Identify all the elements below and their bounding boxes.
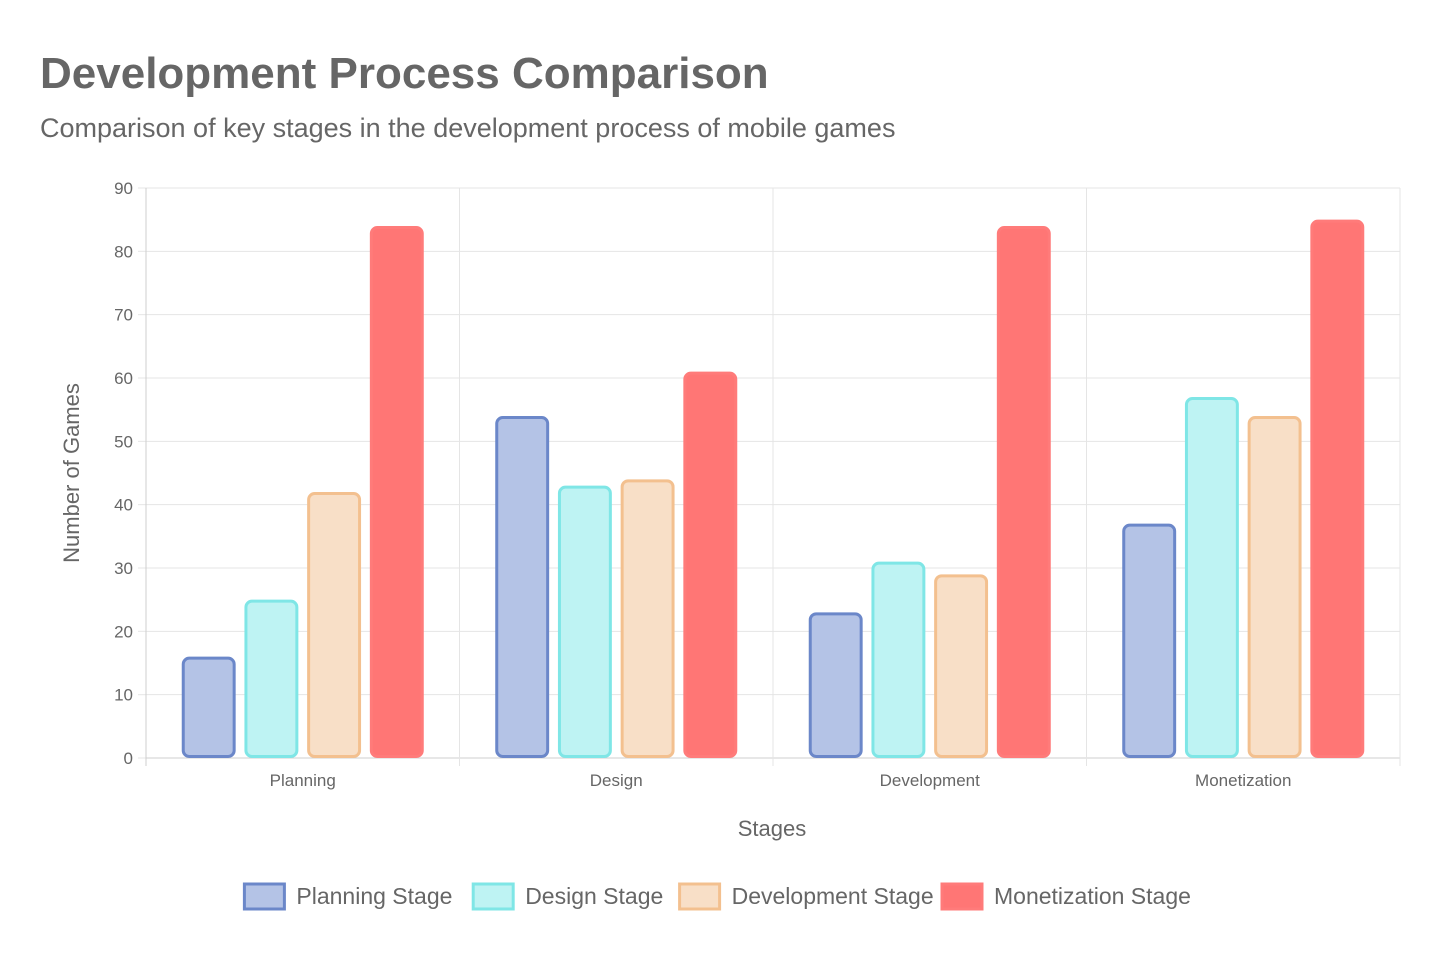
- bar: [683, 371, 738, 758]
- bar: [1310, 219, 1365, 758]
- x-axis-title: Stages: [738, 816, 807, 841]
- chart-subtitle: Comparison of key stages in the developm…: [40, 113, 895, 143]
- y-tick-label: 90: [114, 179, 133, 198]
- y-tick-label: 50: [114, 432, 133, 451]
- bar: [244, 599, 299, 759]
- bar: [1122, 523, 1177, 759]
- y-tick-label: 60: [114, 369, 133, 388]
- y-axis-title: Number of Games: [59, 383, 84, 563]
- x-tick-label: Monetization: [1195, 771, 1291, 790]
- bar: [181, 656, 236, 759]
- bars: [181, 219, 1365, 759]
- bar: [307, 492, 362, 758]
- chart-title: Development Process Comparison: [40, 49, 769, 98]
- legend-label: Development Stage: [732, 883, 934, 909]
- bar: [934, 574, 989, 758]
- y-tick-label: 80: [114, 242, 133, 261]
- legend-label: Monetization Stage: [994, 883, 1191, 909]
- legend-swatch: [471, 882, 515, 911]
- y-tick-label: 20: [114, 622, 133, 641]
- bar: [620, 479, 675, 758]
- bar: [996, 226, 1051, 758]
- legend-label: Design Stage: [525, 883, 663, 909]
- y-tick-label: 30: [114, 559, 133, 578]
- axes: 0 10 20 30 40 50 60 70 80 90 Planning Design Develop…: [114, 179, 1291, 790]
- bar: [1247, 416, 1302, 758]
- legend: Planning Stage Design Stage Development St…: [242, 882, 1191, 911]
- y-tick-label: 0: [124, 749, 133, 768]
- grid: [138, 187, 1401, 766]
- legend-label: Planning Stage: [296, 883, 452, 909]
- legend-swatch: [242, 882, 286, 911]
- bar: [1184, 397, 1239, 758]
- y-tick-label: 70: [114, 306, 133, 325]
- bar: [808, 612, 863, 758]
- x-tick-label: Development: [880, 771, 980, 790]
- bar: [557, 485, 612, 758]
- x-tick-label: Design: [590, 771, 643, 790]
- y-tick-label: 10: [114, 686, 133, 705]
- x-tick-label: Planning: [270, 771, 336, 790]
- bar: [369, 226, 424, 758]
- bar: [871, 561, 926, 759]
- bar: [495, 416, 550, 758]
- y-tick-label: 40: [114, 496, 133, 515]
- legend-swatch: [678, 882, 722, 911]
- legend-swatch: [940, 882, 984, 911]
